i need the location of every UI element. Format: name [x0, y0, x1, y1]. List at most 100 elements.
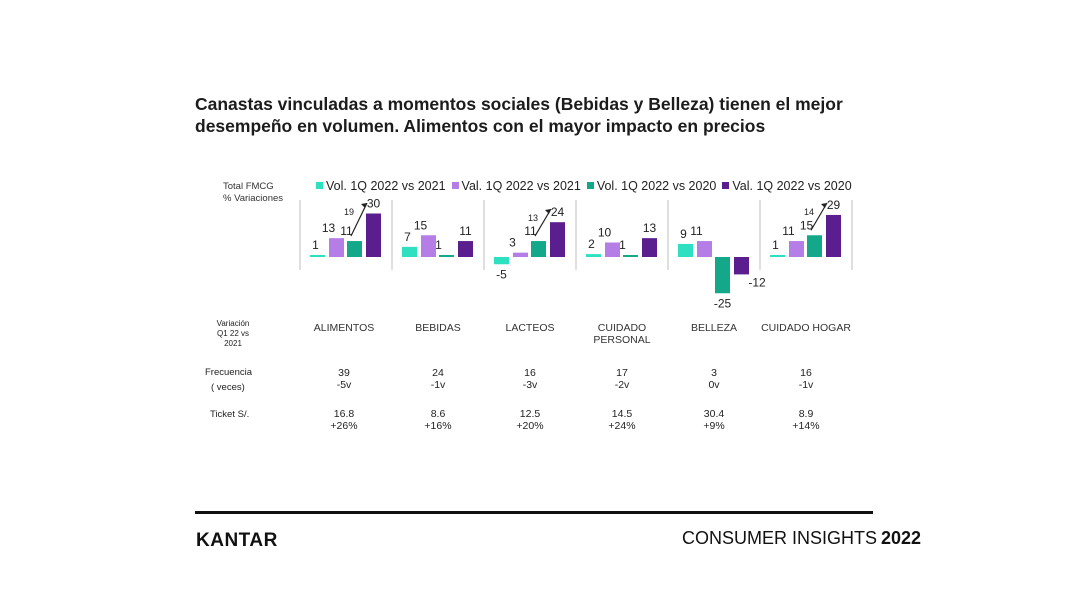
data-label: 1 — [435, 238, 442, 252]
data-label: 13 — [643, 221, 657, 235]
data-label: 10 — [598, 226, 612, 240]
category-label-line-1: BELLEZA — [690, 322, 738, 334]
legend-swatch — [586, 182, 594, 190]
data-label: -5 — [496, 267, 507, 281]
category-label-line-1: ALIMENTOS — [313, 322, 375, 334]
legend-item: Vol. 1Q 2022 vs 2021 — [316, 179, 446, 193]
chart-side-label: Total FMCG % Variaciones — [223, 181, 283, 205]
data-label: 15 — [414, 218, 428, 232]
bar — [513, 252, 528, 257]
bar — [826, 214, 841, 257]
annotation-label: 13 — [528, 213, 538, 223]
data-label: 13 — [322, 221, 336, 235]
category-label: CUIDADO HOGAR — [756, 322, 856, 334]
frequency-value: 3 — [711, 367, 717, 379]
frequency-value: 17 — [616, 367, 628, 379]
data-label: -25 — [714, 296, 732, 310]
frequency-sublabel: ( veces) — [211, 382, 245, 393]
annotation-arrow — [810, 202, 828, 231]
kantar-logo: KANTAR — [196, 530, 278, 551]
ticket-label: Ticket S/. — [210, 409, 250, 420]
bar — [605, 242, 620, 257]
data-label: 29 — [827, 198, 841, 212]
ticket-cell: 12.5 +20% — [490, 408, 570, 432]
legend-item: Val. 1Q 2022 vs 2020 — [722, 179, 852, 193]
category-label: LACTEOS — [480, 322, 580, 334]
data-label: 7 — [404, 230, 411, 244]
data-label: 1 — [619, 238, 626, 252]
bar — [366, 213, 381, 257]
frequency-value: 39 — [338, 367, 350, 379]
legend-item: Val. 1Q 2022 vs 2021 — [451, 179, 581, 193]
frequency-change: 0v — [708, 379, 720, 391]
side-label-line-2: % Variaciones — [223, 193, 284, 204]
bar — [697, 241, 712, 257]
bar — [734, 257, 749, 275]
legend-swatch — [451, 182, 459, 190]
side-label-line-1: Total FMCG — [223, 181, 274, 192]
ticket-change: +14% — [792, 420, 820, 432]
ticket-cell: 8.9 +14% — [766, 408, 846, 432]
frequency-label: Frecuencia — [205, 367, 252, 378]
bar — [623, 255, 638, 257]
variation-label: Variación Q1 22 vs 2021 — [213, 319, 253, 349]
legend-label: Val. 1Q 2022 vs 2021 — [461, 179, 581, 193]
data-label: 11 — [459, 224, 472, 238]
category-label-line-1: CUIDADO — [597, 322, 647, 334]
annotation-arrowhead — [545, 209, 551, 214]
annotation-arrowhead — [821, 203, 827, 208]
category-label-line-1: LACTEOS — [505, 322, 555, 334]
frequency-cell: 39 -5v — [304, 367, 384, 391]
frequency-value: 16 — [524, 367, 536, 379]
annotation-label: 19 — [344, 207, 354, 217]
legend-item: Vol. 1Q 2022 vs 2020 — [586, 179, 716, 193]
annotation-label: 14 — [804, 207, 814, 217]
category-label-line-2: PERSONAL — [593, 334, 651, 346]
bar — [770, 255, 785, 257]
category-label-line-1: CUIDADO HOGAR — [761, 322, 851, 334]
category-label: BELLEZA — [664, 322, 764, 334]
frequency-change: -5v — [336, 379, 352, 391]
bar — [789, 241, 804, 257]
data-label: 11 — [524, 224, 537, 238]
data-label: 30 — [367, 197, 381, 211]
ticket-change: +24% — [608, 420, 636, 432]
ticket-value: 12.5 — [519, 408, 541, 420]
annotation-arrow — [534, 208, 552, 237]
frequency-change: -3v — [522, 379, 538, 391]
ticket-value: 8.9 — [798, 408, 814, 420]
bar — [421, 235, 436, 257]
variation-label-line-2: Q1 22 vs 2021 — [216, 329, 249, 348]
annotation-arrowhead — [361, 203, 367, 208]
title-line-1: Canastas vinculadas a momentos sociales … — [195, 94, 843, 114]
data-label: 24 — [551, 205, 565, 219]
ticket-change: +20% — [516, 420, 544, 432]
legend-label: Val. 1Q 2022 vs 2020 — [732, 179, 852, 193]
frequency-value: 24 — [432, 367, 444, 379]
ticket-cell: 14.5 +24% — [582, 408, 662, 432]
data-label: 11 — [782, 224, 795, 238]
category-label: ALIMENTOS — [294, 322, 394, 334]
bar — [347, 241, 362, 257]
frequency-cell: 24 -1v — [398, 367, 478, 391]
bar — [715, 257, 730, 294]
variation-label-line-1: Variación — [216, 319, 250, 328]
frequency-change: -2v — [614, 379, 630, 391]
bar — [494, 257, 509, 265]
data-label: 1 — [312, 238, 319, 252]
ticket-value: 16.8 — [333, 408, 355, 420]
data-label: 11 — [340, 224, 353, 238]
data-label: 15 — [800, 218, 814, 232]
consumer-insights-year: 2022 — [881, 528, 922, 548]
frequency-change: -1v — [798, 379, 814, 391]
chart-legend: Vol. 1Q 2022 vs 2021 Val. 1Q 2022 vs 2021… — [316, 179, 858, 193]
data-label: 1 — [772, 238, 779, 252]
bar — [402, 246, 417, 257]
ticket-value: 8.6 — [430, 408, 446, 420]
bar — [642, 238, 657, 257]
ticket-change: +16% — [424, 420, 452, 432]
ticket-cell: 16.8 +26% — [304, 408, 384, 432]
annotation-arrow — [350, 202, 368, 237]
category-label-line-1: BEBIDAS — [415, 322, 461, 334]
